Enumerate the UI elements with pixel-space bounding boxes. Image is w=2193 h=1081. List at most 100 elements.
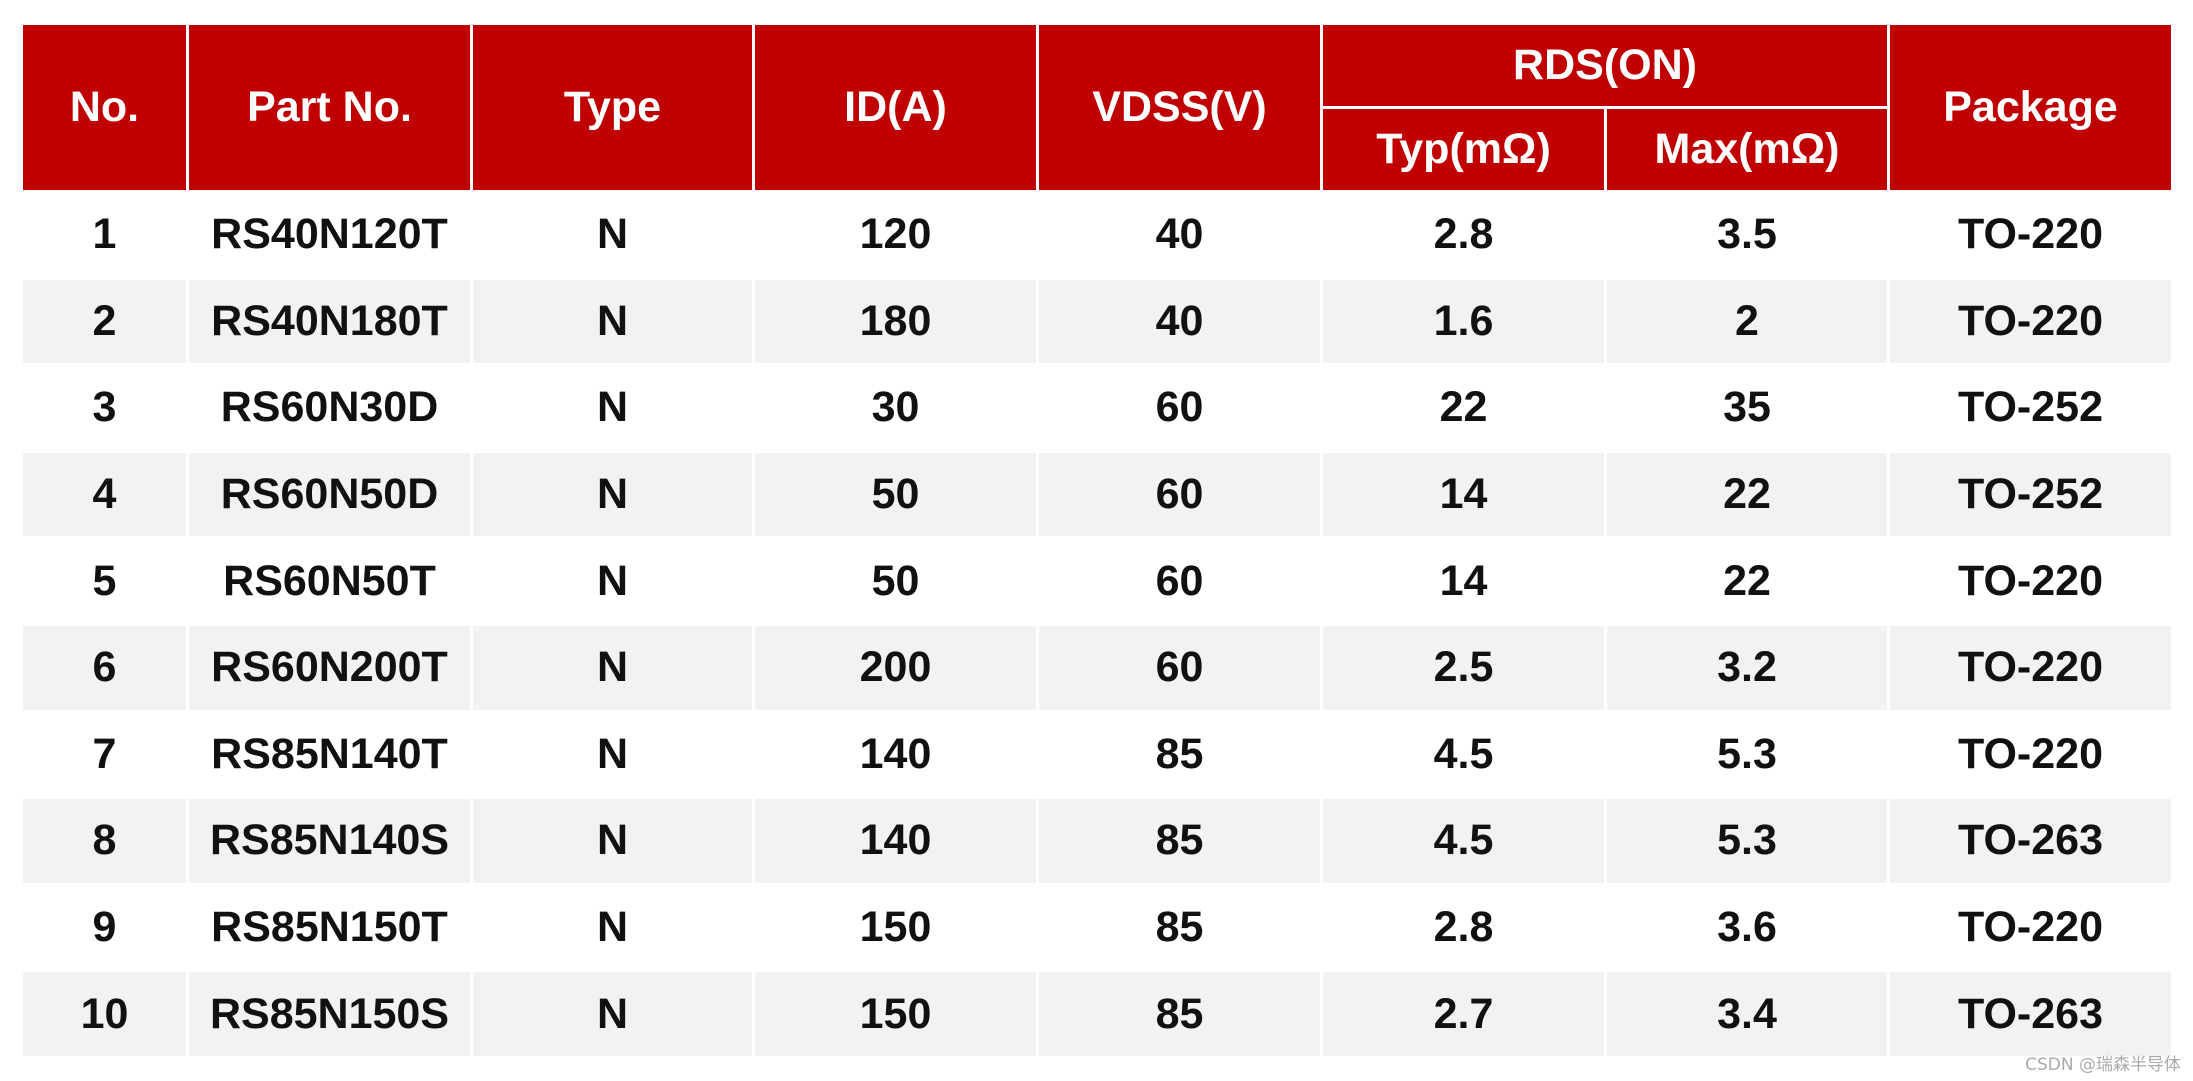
table-cell: N bbox=[470, 190, 755, 280]
table-cell: TO-263 bbox=[1887, 969, 2174, 1059]
table-row: 10 RS85N150S N 150 85 2.7 3.4 TO-263 bbox=[20, 969, 2174, 1059]
table-cell: 6 bbox=[20, 622, 189, 713]
table-cell: TO-263 bbox=[1887, 796, 2174, 886]
table-cell: 7 bbox=[20, 709, 189, 800]
table-cell: RS85N140T bbox=[186, 709, 473, 800]
table-cell: TO-220 bbox=[1887, 622, 2174, 713]
table-cell: 40 bbox=[1036, 276, 1323, 367]
table-cell: 120 bbox=[752, 190, 1039, 280]
table-cell: 85 bbox=[1036, 969, 1323, 1059]
table-cell: 140 bbox=[752, 709, 1039, 800]
table-cell: TO-220 bbox=[1887, 276, 2174, 367]
column-header: Max(mΩ) bbox=[1604, 106, 1890, 193]
table-row: 9 RS85N150T N 150 85 2.8 3.6 TO-220 bbox=[20, 882, 2174, 973]
group-header: RDS(ON) bbox=[1320, 22, 1890, 109]
table-cell: RS60N30D bbox=[186, 363, 473, 453]
table-row: 6 RS60N200T N 200 60 2.5 3.2 TO-220 bbox=[20, 622, 2174, 713]
table-cell: N bbox=[470, 622, 755, 713]
table-cell: RS85N150T bbox=[186, 882, 473, 973]
table-cell: N bbox=[470, 796, 755, 886]
table-body: 1 RS40N120T N 120 40 2.8 3.5 TO-220 2 RS40N180T N 1… bbox=[20, 190, 2174, 1059]
column-header: Package bbox=[1887, 22, 2174, 193]
table-cell: 180 bbox=[752, 276, 1039, 367]
column-header: No. bbox=[20, 22, 189, 193]
table-cell: N bbox=[470, 536, 755, 626]
table-cell: RS40N120T bbox=[186, 190, 473, 280]
column-header: Typ(mΩ) bbox=[1320, 106, 1607, 193]
table-cell: RS60N50D bbox=[186, 449, 473, 540]
table-cell: 1 bbox=[20, 190, 189, 280]
table-cell: TO-252 bbox=[1887, 449, 2174, 540]
table-cell: 2.8 bbox=[1320, 190, 1607, 280]
table-cell: 3.4 bbox=[1604, 969, 1890, 1059]
table-cell: TO-220 bbox=[1887, 709, 2174, 800]
table-cell: N bbox=[470, 276, 755, 367]
table-cell: 10 bbox=[20, 969, 189, 1059]
table-cell: TO-220 bbox=[1887, 882, 2174, 973]
table-cell: 40 bbox=[1036, 190, 1323, 280]
table-cell: 3.6 bbox=[1604, 882, 1890, 973]
table-cell: 8 bbox=[20, 796, 189, 886]
table-cell: 2.7 bbox=[1320, 969, 1607, 1059]
table-cell: 5.3 bbox=[1604, 796, 1890, 886]
table-cell: 2.8 bbox=[1320, 882, 1607, 973]
column-header: Part No. bbox=[186, 22, 473, 193]
table-cell: RS60N200T bbox=[186, 622, 473, 713]
table-cell: 5 bbox=[20, 536, 189, 626]
table-cell: 3 bbox=[20, 363, 189, 453]
table-cell: 4.5 bbox=[1320, 796, 1607, 886]
table-cell: 140 bbox=[752, 796, 1039, 886]
table-cell: 60 bbox=[1036, 363, 1323, 453]
table-cell: 3.2 bbox=[1604, 622, 1890, 713]
table-cell: 22 bbox=[1604, 536, 1890, 626]
table-cell: 85 bbox=[1036, 796, 1323, 886]
table-cell: 35 bbox=[1604, 363, 1890, 453]
table-cell: 150 bbox=[752, 882, 1039, 973]
table-cell: 60 bbox=[1036, 536, 1323, 626]
table-row: 2 RS40N180T N 180 40 1.6 2 TO-220 bbox=[20, 276, 2174, 367]
table-cell: 4 bbox=[20, 449, 189, 540]
table-cell: 2.5 bbox=[1320, 622, 1607, 713]
header-row: No. Part No. Type ID(A) VDSS(V) RDS(ON) Packag… bbox=[20, 22, 2174, 193]
table-cell: 4.5 bbox=[1320, 709, 1607, 800]
table-row: 5 RS60N50T N 50 60 14 22 TO-220 bbox=[20, 536, 2174, 626]
table-cell: 3.5 bbox=[1604, 190, 1890, 280]
table-cell: TO-220 bbox=[1887, 190, 2174, 280]
table-row: 1 RS40N120T N 120 40 2.8 3.5 TO-220 bbox=[20, 190, 2174, 280]
table-cell: 50 bbox=[752, 536, 1039, 626]
table-cell: 2 bbox=[20, 276, 189, 367]
table-header: No. Part No. Type ID(A) VDSS(V) RDS(ON) Packag… bbox=[20, 22, 2174, 193]
table-cell: 60 bbox=[1036, 622, 1323, 713]
column-header: VDSS(V) bbox=[1036, 22, 1323, 193]
table-cell: N bbox=[470, 709, 755, 800]
table-row: 3 RS60N30D N 30 60 22 35 TO-252 bbox=[20, 363, 2174, 453]
table-cell: N bbox=[470, 882, 755, 973]
table-cell: 85 bbox=[1036, 882, 1323, 973]
table-cell: 150 bbox=[752, 969, 1039, 1059]
table-cell: 22 bbox=[1320, 363, 1607, 453]
table-cell: 5.3 bbox=[1604, 709, 1890, 800]
table-cell: 85 bbox=[1036, 709, 1323, 800]
table-cell: 9 bbox=[20, 882, 189, 973]
header-sub-row: Typ(mΩ) Max(mΩ) bbox=[22, 106, 2173, 193]
table-cell: N bbox=[470, 363, 755, 453]
table-cell: 2 bbox=[1604, 276, 1890, 367]
table-cell: TO-252 bbox=[1887, 363, 2174, 453]
table-cell: 60 bbox=[1036, 449, 1323, 540]
table-cell: 14 bbox=[1320, 449, 1607, 540]
table-cell: RS85N140S bbox=[186, 796, 473, 886]
table-cell: TO-220 bbox=[1887, 536, 2174, 626]
table-cell: 30 bbox=[752, 363, 1039, 453]
table-cell: RS40N180T bbox=[186, 276, 473, 367]
table-cell: RS60N50T bbox=[186, 536, 473, 626]
table-row: 4 RS60N50D N 50 60 14 22 TO-252 bbox=[20, 449, 2174, 540]
table-cell: 22 bbox=[1604, 449, 1890, 540]
table-cell: 1.6 bbox=[1320, 276, 1607, 367]
table-cell: N bbox=[470, 969, 755, 1059]
table-cell: 50 bbox=[752, 449, 1039, 540]
table-cell: 14 bbox=[1320, 536, 1607, 626]
column-header: Type bbox=[470, 22, 755, 193]
watermark: CSDN @瑞森半导体 bbox=[2025, 1055, 2181, 1075]
table-cell: RS85N150S bbox=[186, 969, 473, 1059]
